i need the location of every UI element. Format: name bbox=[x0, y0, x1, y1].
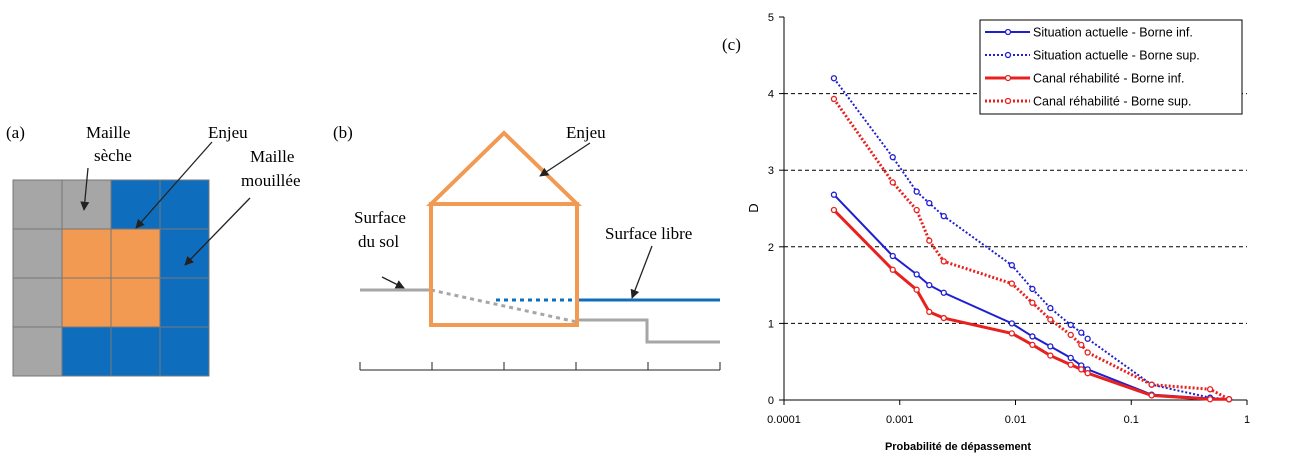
legend-label: Situation actuelle - Borne sup. bbox=[1033, 49, 1200, 63]
label: du sol bbox=[358, 232, 399, 251]
point bbox=[831, 208, 836, 213]
point bbox=[831, 192, 836, 197]
x-tick-label: 0.0001 bbox=[767, 414, 801, 426]
point bbox=[1079, 342, 1084, 347]
point bbox=[1085, 336, 1090, 341]
point bbox=[1048, 317, 1053, 322]
point bbox=[1048, 306, 1053, 311]
point bbox=[914, 189, 919, 194]
point bbox=[1227, 397, 1232, 402]
y-tick-label: 4 bbox=[768, 89, 774, 101]
label: Maille bbox=[250, 147, 294, 166]
point bbox=[890, 253, 895, 258]
label: sèche bbox=[94, 146, 132, 165]
y-tick-label: 0 bbox=[768, 395, 774, 407]
y-tick-label: 1 bbox=[768, 318, 774, 330]
y-tick-label: 3 bbox=[768, 165, 774, 177]
point bbox=[1030, 300, 1035, 305]
y-tick-label: 2 bbox=[768, 242, 774, 254]
point bbox=[1068, 322, 1073, 327]
x-tick-label: 0.001 bbox=[886, 414, 914, 426]
point bbox=[1085, 371, 1090, 376]
point bbox=[1068, 355, 1073, 360]
point bbox=[1208, 397, 1213, 402]
series-line bbox=[834, 195, 1229, 400]
legend-label: Canal réhabilité - Borne sup. bbox=[1033, 95, 1191, 109]
legend-marker bbox=[1006, 99, 1011, 104]
point bbox=[1068, 362, 1073, 367]
point bbox=[1030, 286, 1035, 291]
point bbox=[941, 316, 946, 321]
point bbox=[941, 259, 946, 264]
point bbox=[1068, 332, 1073, 337]
legend-label: Canal réhabilité - Borne inf. bbox=[1033, 72, 1184, 86]
label: Enjeu bbox=[566, 123, 606, 142]
point bbox=[1009, 331, 1014, 336]
x-tick-label: 0.01 bbox=[1005, 414, 1026, 426]
point bbox=[1149, 382, 1154, 387]
label: mouillée bbox=[241, 171, 300, 190]
point bbox=[890, 267, 895, 272]
legend-marker bbox=[1006, 76, 1011, 81]
y-tick-label: 5 bbox=[768, 12, 774, 24]
legend-marker bbox=[1006, 53, 1011, 58]
point bbox=[1009, 321, 1014, 326]
series-line bbox=[834, 78, 1229, 399]
point bbox=[890, 155, 895, 160]
panel-tag: (c) bbox=[722, 35, 741, 54]
panel-b bbox=[360, 133, 720, 370]
point bbox=[927, 238, 932, 243]
panel-a bbox=[13, 180, 209, 376]
point bbox=[927, 283, 932, 288]
point bbox=[914, 208, 919, 213]
point bbox=[941, 214, 946, 219]
point bbox=[1079, 367, 1084, 372]
point bbox=[1030, 334, 1035, 339]
x-axis-label: Probabilité de dépassement bbox=[885, 441, 1031, 453]
point bbox=[914, 272, 919, 277]
point bbox=[927, 309, 932, 314]
label: Surface libre bbox=[605, 224, 692, 243]
point bbox=[1009, 281, 1014, 286]
point bbox=[890, 180, 895, 185]
panel-tag: (b) bbox=[333, 123, 353, 142]
point bbox=[941, 290, 946, 295]
point bbox=[1009, 263, 1014, 268]
panel-tag: (a) bbox=[6, 123, 25, 142]
legend-label: Situation actuelle - Borne inf. bbox=[1033, 26, 1193, 40]
point bbox=[1208, 387, 1213, 392]
plot: 0 1 2 3 4 5 0.0001 0.001 0.01 0.1 1 Situation actue… bbox=[767, 12, 1250, 426]
figure: (a) Maille sèche Enjeu Maille mouillée (… bbox=[0, 0, 1295, 456]
point bbox=[1048, 344, 1053, 349]
point bbox=[1149, 393, 1154, 398]
point bbox=[831, 96, 836, 101]
point bbox=[914, 287, 919, 292]
legend-marker bbox=[1006, 30, 1011, 35]
point bbox=[1048, 353, 1053, 358]
label: Maille bbox=[86, 123, 130, 142]
x-tick-label: 0.1 bbox=[1124, 414, 1139, 426]
point bbox=[1085, 350, 1090, 355]
label: Enjeu bbox=[208, 123, 248, 142]
point bbox=[927, 201, 932, 206]
series-line bbox=[834, 99, 1229, 399]
point bbox=[831, 76, 836, 81]
point bbox=[1030, 342, 1035, 347]
y-axis-label: D bbox=[746, 203, 761, 212]
label: Surface bbox=[354, 208, 406, 227]
point bbox=[1079, 330, 1084, 335]
x-tick-label: 1 bbox=[1244, 414, 1250, 426]
